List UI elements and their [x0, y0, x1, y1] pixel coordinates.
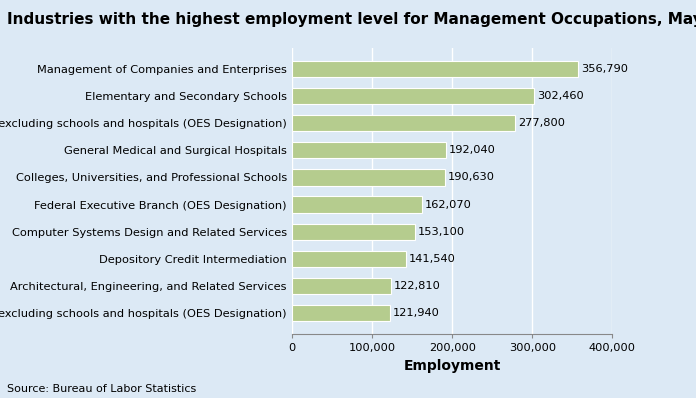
- Bar: [292, 197, 422, 213]
- Bar: [292, 61, 578, 77]
- Text: 153,100: 153,100: [418, 227, 465, 237]
- Text: 122,810: 122,810: [394, 281, 441, 291]
- Bar: [292, 88, 535, 104]
- Bar: [292, 278, 390, 294]
- Bar: [292, 142, 446, 158]
- Bar: [292, 224, 415, 240]
- X-axis label: Employment: Employment: [404, 359, 501, 373]
- Bar: [292, 251, 406, 267]
- Text: 277,800: 277,800: [518, 118, 565, 128]
- Bar: [292, 305, 390, 321]
- Bar: [292, 169, 445, 185]
- Bar: [292, 115, 514, 131]
- Text: 121,940: 121,940: [393, 308, 440, 318]
- Text: Industries with the highest employment level for Management Occupations, May 201: Industries with the highest employment l…: [7, 12, 696, 27]
- Text: 162,070: 162,070: [425, 200, 472, 210]
- Text: 192,040: 192,040: [449, 145, 496, 155]
- Text: Source: Bureau of Labor Statistics: Source: Bureau of Labor Statistics: [7, 384, 196, 394]
- Text: 141,540: 141,540: [409, 254, 456, 264]
- Text: 302,460: 302,460: [537, 91, 585, 101]
- Text: 356,790: 356,790: [581, 64, 628, 74]
- Text: 190,630: 190,630: [448, 172, 495, 182]
